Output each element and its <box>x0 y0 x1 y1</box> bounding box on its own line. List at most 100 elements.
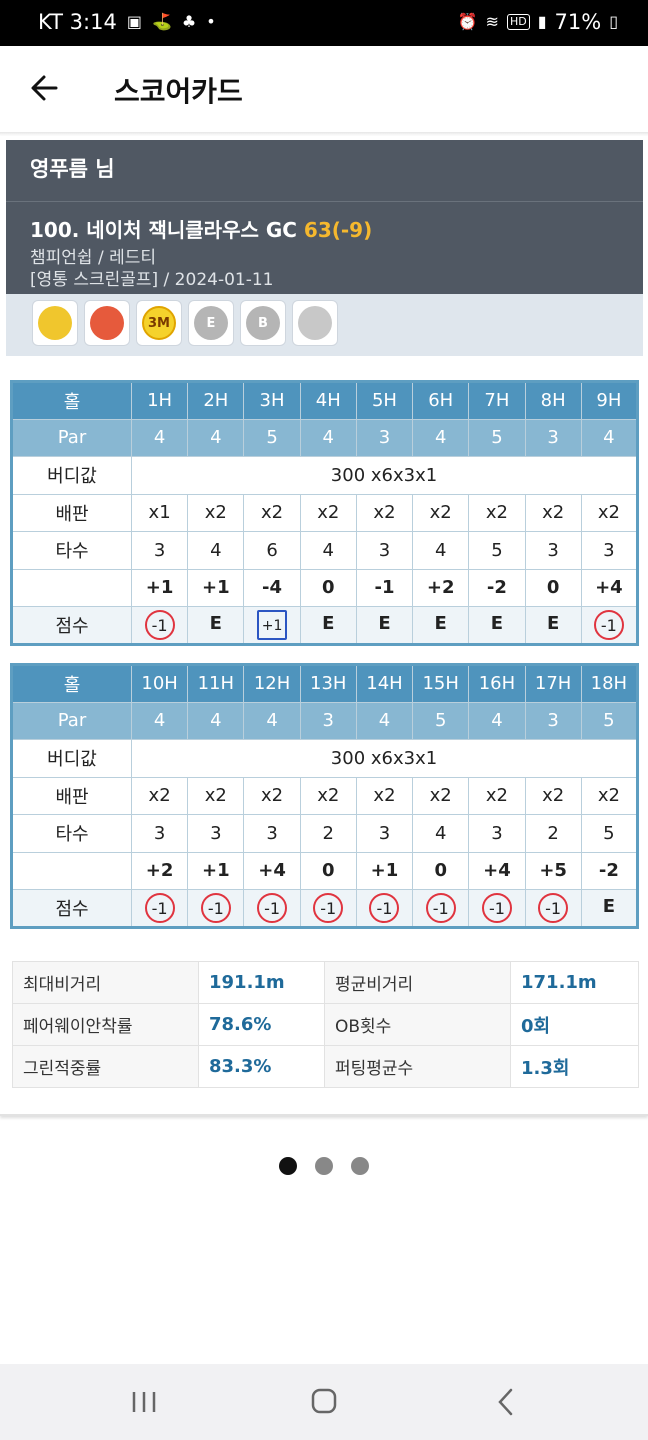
alarm-icon: ⏰ <box>457 12 478 31</box>
score-row-cell: -1 <box>524 889 582 928</box>
strokes-cell: 3 <box>524 531 582 570</box>
par-cell: 3 <box>355 418 414 457</box>
page-dot[interactable] <box>351 1157 369 1175</box>
multiplier-cell: x2 <box>299 776 357 815</box>
stats-row: 최대비거리 191.1m 평균비거리 171.1m <box>12 961 639 1004</box>
gift-badge-icon[interactable] <box>292 300 338 346</box>
golf-icon-2: ♣ <box>181 12 197 31</box>
score-row-row: 점수 -1 -1 -1 -1 -1 -1 -1 -1 E <box>11 889 639 928</box>
strokes-cell: 5 <box>468 531 526 570</box>
diff-cell: 0 <box>524 568 582 607</box>
appbar-divider <box>0 132 648 136</box>
achievement-badges: 3M E B <box>6 294 643 356</box>
row-label: Par <box>11 418 132 457</box>
score-row-cell: +1 <box>243 606 301 645</box>
balloon-badge-icon[interactable] <box>84 300 130 346</box>
multiplier-cell: x2 <box>468 776 526 815</box>
diff-cell: +2 <box>412 568 470 607</box>
row-label: 점수 <box>11 606 132 645</box>
holes-cell: 17H <box>524 664 582 703</box>
holes-row: 홀 1H 2H 3H 4H 5H 6H 7H 8H 9H <box>11 381 639 420</box>
holes-cell: 16H <box>468 664 526 703</box>
dot-icon: • <box>206 12 216 31</box>
b-badge-icon-inner: B <box>246 306 280 340</box>
stats-row: 그린적중률 83.3% 퍼팅평균수 1.3회 <box>12 1045 639 1088</box>
course-line: 100. 네이처 잭니클라우스 GC 63(-9) <box>30 214 643 243</box>
strokes-cell: 4 <box>412 814 470 853</box>
stat-value: 171.1m <box>510 961 639 1004</box>
3m-badge-icon[interactable]: 3M <box>136 300 182 346</box>
diff-cell: +1 <box>187 851 245 890</box>
strokes-cell: 2 <box>299 814 357 853</box>
points-mark: E <box>490 612 504 634</box>
b-badge-icon[interactable]: B <box>240 300 286 346</box>
back-nine-table: 홀 10H 11H 12H 13H 14H 15H 16H 17H 18H Par 4 4 4 3 4 5 4 3 5… <box>10 663 639 929</box>
total-score: 63(-9) <box>303 218 373 242</box>
strokes-cell: 3 <box>355 814 414 853</box>
multiplier-cell: x2 <box>412 493 470 532</box>
par-cell: 5 <box>580 701 639 740</box>
recent-apps-icon[interactable] <box>124 1384 164 1420</box>
points-mark: E <box>546 612 560 634</box>
points-mark: -1 <box>200 892 231 923</box>
points-mark: -1 <box>369 892 400 923</box>
par-cell: 4 <box>243 701 301 740</box>
holes-cell: 1H <box>130 381 189 420</box>
diff-row: +2 +1 +4 0 +1 0 +4 +5 -2 <box>11 851 639 890</box>
row-label: Par <box>11 701 132 740</box>
back-icon[interactable] <box>486 1384 526 1420</box>
diff-cell: +5 <box>524 851 582 890</box>
gallery-icon: ▣ <box>126 12 142 31</box>
score-row-cell: -1 <box>130 889 189 928</box>
strokes-cell: 4 <box>412 531 470 570</box>
row-label: 홀 <box>11 381 132 420</box>
page-indicator <box>0 1157 648 1175</box>
multiplier-cell: x1 <box>130 493 189 532</box>
scorecard-card: 영푸름 님 100. 네이처 잭니클라우스 GC 63(-9) 챔피언쉽 / 레… <box>0 136 648 1116</box>
back-arrow-icon[interactable] <box>26 68 66 108</box>
par-cell: 4 <box>130 418 189 457</box>
multiplier-cell: x2 <box>243 776 301 815</box>
score-row-cell: E <box>580 889 639 928</box>
multiplier-cell: x2 <box>580 493 639 532</box>
diff-cell: -1 <box>355 568 414 607</box>
course-name: 100. 네이처 잭니클라우스 GC <box>30 218 297 242</box>
round-info: 100. 네이처 잭니클라우스 GC 63(-9) 챔피언쉽 / 레드티 [영통… <box>6 202 643 294</box>
strokes-row: 타수 3 4 6 4 3 4 5 3 3 <box>11 531 639 570</box>
diff-cell: +4 <box>580 568 639 607</box>
multiplier-cell: x2 <box>468 493 526 532</box>
holes-cell: 10H <box>130 664 189 703</box>
page-dot[interactable] <box>279 1157 297 1175</box>
par-cell: 3 <box>524 418 582 457</box>
stat-label: 최대비거리 <box>12 961 199 1004</box>
par-row: Par 4 4 4 3 4 5 4 3 5 <box>11 701 639 740</box>
score-row-cell: E <box>187 606 245 645</box>
e-badge-icon[interactable]: E <box>188 300 234 346</box>
score-row-cell: -1 <box>130 606 189 645</box>
strokes-cell: 5 <box>580 814 639 853</box>
hd-icon: HD <box>506 14 530 30</box>
diff-cell: 0 <box>299 568 357 607</box>
par-cell: 5 <box>243 418 301 457</box>
strokes-cell: 4 <box>187 531 245 570</box>
bird-badge-icon[interactable] <box>32 300 78 346</box>
diff-cell: -2 <box>468 568 526 607</box>
multiplier-cell: x2 <box>355 493 414 532</box>
points-mark: E <box>434 612 447 634</box>
stats-row: 페어웨이안착률 78.6% OB횟수 0회 <box>12 1003 639 1046</box>
holes-cell: 4H <box>299 381 357 420</box>
home-icon[interactable] <box>304 1384 344 1420</box>
score-row-cell: E <box>299 606 357 645</box>
multiplier-cell: x2 <box>355 776 414 815</box>
row-label: 버디값 <box>11 739 132 778</box>
multiplier-cell: x2 <box>243 493 301 532</box>
diff-cell: -2 <box>580 851 639 890</box>
page-title: 스코어카드 <box>114 75 243 108</box>
points-mark: -1 <box>144 892 175 923</box>
page-dot[interactable] <box>315 1157 333 1175</box>
status-bar: KT 3:14 ▣ ⛳ ♣ • ⏰ ≋ HD ▮ 71% ▯ <box>0 0 648 46</box>
score-row-cell: -1 <box>468 889 526 928</box>
e-badge-icon-inner: E <box>194 306 228 340</box>
points-mark: -1 <box>313 892 344 923</box>
holes-cell: 18H <box>580 664 639 703</box>
